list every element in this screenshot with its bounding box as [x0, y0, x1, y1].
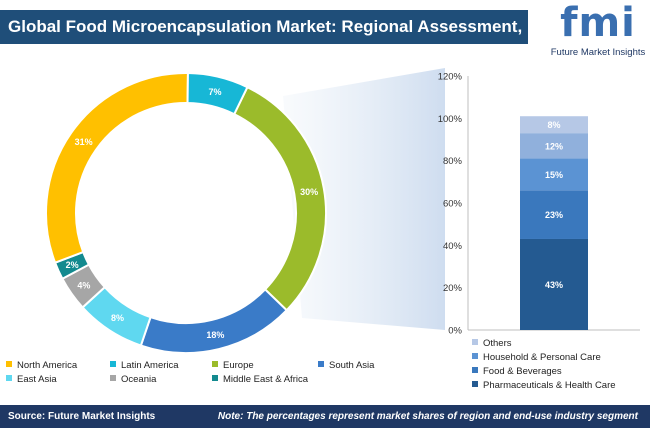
bar-label-2: 15% — [545, 170, 563, 180]
y-tick-label: 120% — [438, 72, 463, 83]
legend-label: Latin America — [121, 360, 179, 371]
y-tick-label: 40% — [443, 241, 463, 252]
bar-segment-0 — [520, 238, 588, 330]
bar-segment-2 — [520, 158, 588, 191]
note-text: Note: The percentages represent market s… — [217, 411, 638, 422]
donut-slice-latin-america — [186, 71, 249, 116]
y-tick-label: 20% — [443, 283, 463, 294]
legend-label: East Asia — [17, 374, 57, 385]
legend-label: Pharmaceuticals & Health Care — [483, 380, 616, 391]
legend-item: Pharmaceuticals & Health Care — [472, 380, 616, 394]
legend-label: Europe — [223, 360, 254, 371]
legend-swatch — [472, 353, 478, 359]
logo-subtitle: Future Market Insights — [550, 47, 646, 58]
legend-item: Latin America — [110, 360, 179, 371]
legend-label: Oceania — [121, 374, 157, 385]
bar-segment-3 — [520, 133, 588, 159]
legend-label: Household & Personal Care — [483, 352, 601, 363]
legend-item: South Asia — [318, 360, 374, 371]
legend-item: North America — [6, 360, 77, 371]
legend-swatch — [212, 375, 218, 381]
bar-label-0: 43% — [545, 280, 563, 290]
legend-label: Food & Beverages — [483, 366, 562, 377]
legend-item: Household & Personal Care — [472, 352, 616, 366]
bar-label-3: 12% — [545, 141, 563, 151]
donut-label-oceania: 4% — [77, 281, 90, 291]
legend-swatch — [472, 381, 478, 387]
y-tick-label: 60% — [443, 199, 463, 210]
legend-item: Oceania — [110, 374, 156, 385]
donut-label-south-asia: 18% — [206, 330, 224, 340]
legend-swatch — [110, 375, 116, 381]
donut-label-europe: 30% — [300, 187, 318, 197]
breakout-connector — [283, 68, 445, 330]
legend-swatch — [6, 361, 12, 367]
legend-item: Others — [472, 338, 616, 352]
legend-item: Food & Beverages — [472, 366, 616, 380]
donut-label-east-asia: 8% — [111, 313, 124, 323]
bar-label-4: 8% — [547, 120, 560, 130]
legend-swatch — [212, 361, 218, 367]
y-tick-label: 80% — [443, 156, 463, 167]
legend-swatch — [472, 367, 478, 373]
legend-swatch — [472, 339, 478, 345]
bar-label-1: 23% — [545, 210, 563, 220]
y-tick-label: 100% — [438, 114, 463, 125]
legend-label: Others — [483, 338, 512, 349]
bar-segment-4 — [520, 116, 588, 134]
chart-title: Global Food Microencapsulation Market: R… — [0, 10, 528, 70]
donut-label-middle-east-africa: 2% — [66, 260, 79, 270]
legend-swatch — [318, 361, 324, 367]
bar-segment-1 — [520, 190, 588, 239]
industry-legend: Others Household & Personal Care Food & Be… — [472, 338, 616, 394]
donut-label-north-america: 31% — [75, 137, 93, 147]
legend-label: Middle East & Africa — [223, 374, 309, 385]
legend-item: East Asia — [6, 374, 57, 385]
source-text: Source: Future Market Insights — [8, 411, 156, 422]
donut-chart: 30% 18% 8% 4% 2% 31% 7% — [45, 71, 327, 354]
donut-label-latin-america: 7% — [208, 87, 221, 97]
legend-swatch — [6, 375, 12, 381]
fmi-logo: fmi Future Market Insights — [548, 2, 648, 64]
y-tick-label: 0% — [448, 326, 462, 337]
stacked-bar-chart: 0% 20% 40% 60% 80% 100% 120% 43% 23% 15% 12% 8% — [438, 72, 640, 337]
donut-slice-south-asia — [139, 287, 289, 354]
legend-label: North America — [17, 360, 78, 371]
legend-swatch — [110, 361, 116, 367]
legend-item: Europe — [212, 360, 254, 371]
donut-slice-north-america — [45, 72, 189, 265]
footer-bar: Source: Future Market Insights Note: The… — [0, 405, 650, 428]
legend-item: Middle East & Africa — [212, 374, 308, 385]
logo-text: fmi — [560, 0, 636, 46]
legend-label: South Asia — [329, 360, 375, 371]
